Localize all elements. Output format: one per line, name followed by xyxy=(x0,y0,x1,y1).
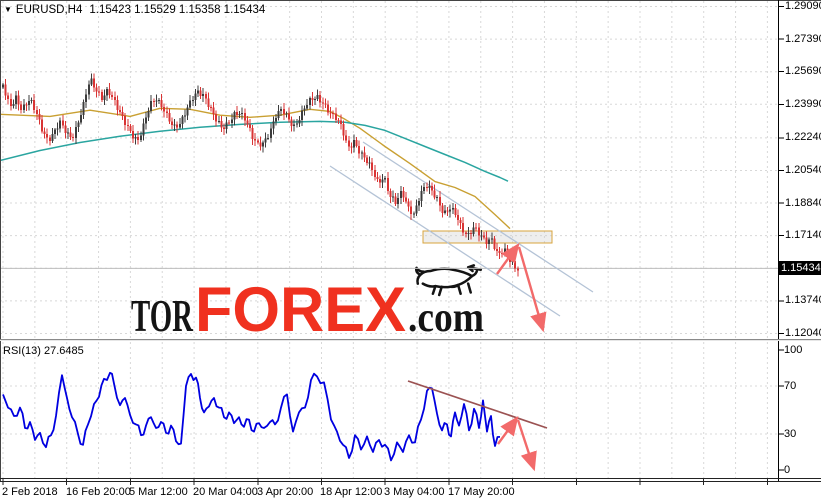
ma-slow-line xyxy=(0,120,509,182)
rsi-forecast-arrow[interactable] xyxy=(516,419,537,472)
watermark-com-text: .com xyxy=(408,295,484,341)
watermark-forex-text: FOREX xyxy=(195,275,406,345)
symbol-timeframe-label: EURUSD,H4 xyxy=(15,4,83,16)
candles-layer xyxy=(2,73,519,277)
ohlc-values: 1.15423 1.15529 1.15358 1.15434 xyxy=(89,4,266,16)
price-axis-label: 1.20540 xyxy=(785,163,821,176)
time-axis-label: 18 Apr 12:00 xyxy=(320,486,383,498)
time-axis-label: 3 May 04:00 xyxy=(384,486,445,498)
price-axis-label: 1.17140 xyxy=(785,229,821,242)
time-axis-label: 2 Feb 2018 xyxy=(2,486,58,498)
ma-fast-line xyxy=(0,107,511,230)
time-axis-label: 5 Mar 12:00 xyxy=(129,486,188,498)
rsi-axis-label: 70 xyxy=(784,379,797,392)
grid-layer xyxy=(0,1,778,478)
bull-icon xyxy=(415,264,483,297)
rsi-trendline[interactable] xyxy=(407,380,548,429)
price-axis-label: 1.25690 xyxy=(785,65,821,78)
brand-watermark: TOR FOREX .com xyxy=(131,264,484,345)
time-axis-label: 16 Feb 20:00 xyxy=(66,486,131,498)
current-price-tag: 1.15434 xyxy=(779,261,821,276)
rsi-axis-label: 30 xyxy=(784,427,797,440)
price-axis-label: 1.18840 xyxy=(785,196,821,209)
rsi-indicator-label: RSI(13) 27.6485 xyxy=(3,345,84,357)
forecast-arrow[interactable] xyxy=(517,246,547,333)
price-axis-label: 1.27390 xyxy=(785,32,821,45)
price-axis-label: 1.22240 xyxy=(785,131,821,144)
channel-lower-line[interactable] xyxy=(329,165,561,317)
time-axis-label: 3 Apr 20:00 xyxy=(257,486,314,498)
chart-title: ▼ EURUSD,H4 1.15423 1.15529 1.15358 1.1543… xyxy=(4,3,265,17)
chart-frame xyxy=(0,0,821,485)
price-axis-label: 1.12040 xyxy=(785,326,821,339)
price-axis-label: 1.29090 xyxy=(785,0,821,12)
symbol-dropdown-icon[interactable]: ▼ xyxy=(4,5,12,14)
time-axis-label: 17 May 20:00 xyxy=(448,486,515,498)
price-axis-label: 1.23990 xyxy=(785,97,821,110)
watermark-tor-text: TOR xyxy=(131,290,193,341)
channel-upper-line[interactable] xyxy=(362,141,594,293)
price-axis-label: 1.13740 xyxy=(785,294,821,307)
rsi-axis-label: 0 xyxy=(784,463,791,476)
forecast-arrow[interactable] xyxy=(496,243,520,275)
rsi-axis-label: 100 xyxy=(784,343,803,356)
time-axis-label: 20 Mar 04:00 xyxy=(193,486,258,498)
rsi-forecast-arrow[interactable] xyxy=(497,416,519,445)
